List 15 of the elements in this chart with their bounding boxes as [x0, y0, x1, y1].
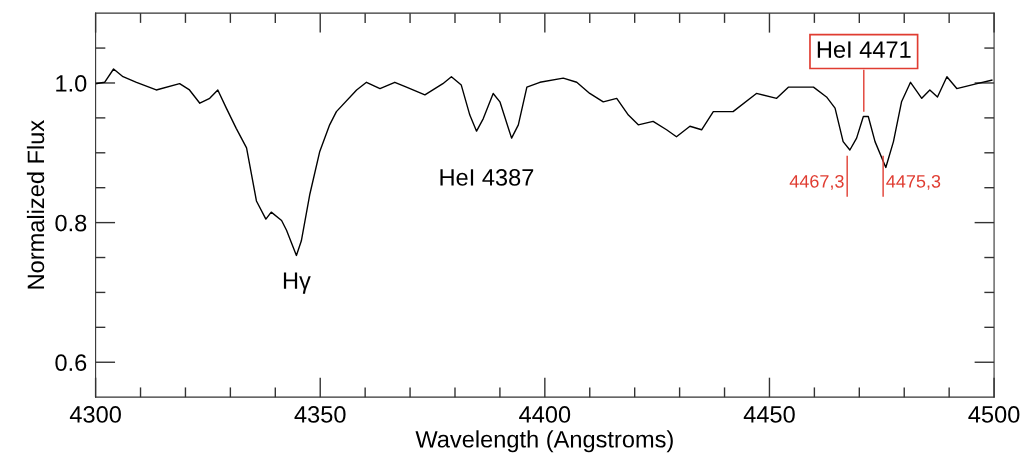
y-tick-label: 0.6 [55, 354, 87, 372]
x-tick-label: 4450 [743, 406, 795, 423]
x-tick-label: 4300 [69, 406, 121, 423]
x-tick-label: 4400 [519, 406, 571, 423]
y-tick-label: 0.8 [55, 214, 87, 232]
annotation: 4475,3 [886, 174, 941, 190]
annotation: Hγ [283, 272, 311, 294]
x-tick-label: 4350 [294, 406, 346, 423]
y-axis-title: Normalized Flux [26, 120, 45, 289]
annotation: HeI 4387 [440, 169, 534, 186]
x-tick-label: 4500 [968, 406, 1020, 423]
y-tick-label: 1.0 [56, 75, 87, 92]
annotation: 4467,3 [789, 174, 844, 190]
annotation: HeI 4471 [817, 41, 911, 58]
x-axis-title: Wavelength (Angstroms) [415, 430, 673, 453]
